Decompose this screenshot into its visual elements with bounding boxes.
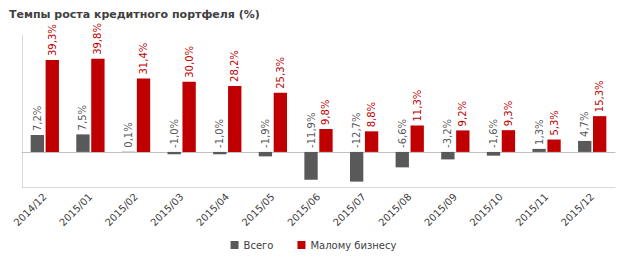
svg-text:2015/02: 2015/02 — [103, 191, 140, 228]
svg-text:-11,9%: -11,9% — [306, 113, 317, 148]
svg-text:2015/08: 2015/08 — [377, 191, 414, 228]
svg-text:2015/07: 2015/07 — [331, 191, 368, 228]
svg-text:39,8%: 39,8% — [92, 23, 103, 55]
svg-text:-3,2%: -3,2% — [442, 119, 453, 148]
svg-text:1,3%: 1,3% — [534, 119, 545, 144]
svg-text:8,8%: 8,8% — [366, 102, 377, 127]
svg-text:Темпы роста кредитного портфел: Темпы роста кредитного портфеля (%) — [9, 8, 260, 21]
svg-text:2014/12: 2014/12 — [12, 191, 49, 228]
svg-text:31,4%: 31,4% — [138, 43, 149, 75]
svg-text:0,1%: 0,1% — [123, 122, 134, 147]
svg-text:-1,0%: -1,0% — [214, 119, 225, 148]
svg-text:2015/09: 2015/09 — [422, 191, 459, 228]
svg-text:9,8%: 9,8% — [320, 100, 331, 125]
svg-text:2015/04: 2015/04 — [194, 191, 231, 228]
svg-text:30,0%: 30,0% — [184, 46, 195, 78]
svg-text:7,5%: 7,5% — [77, 105, 88, 130]
svg-text:-1,9%: -1,9% — [260, 119, 271, 148]
svg-text:39,3%: 39,3% — [47, 24, 58, 56]
svg-text:11,3%: 11,3% — [412, 90, 423, 122]
svg-text:2015/01: 2015/01 — [57, 191, 94, 228]
svg-text:2015/11: 2015/11 — [513, 191, 550, 228]
svg-text:4,7%: 4,7% — [579, 112, 590, 137]
svg-text:2015/10: 2015/10 — [468, 191, 505, 228]
svg-text:15,3%: 15,3% — [594, 80, 605, 112]
svg-text:7,2%: 7,2% — [32, 106, 43, 131]
svg-text:-12,7%: -12,7% — [351, 113, 362, 148]
svg-text:28,2%: 28,2% — [229, 50, 240, 82]
svg-text:9,2%: 9,2% — [457, 101, 468, 126]
svg-text:-6,6%: -6,6% — [397, 119, 408, 148]
svg-text:9,3%: 9,3% — [503, 101, 514, 126]
svg-text:2015/12: 2015/12 — [559, 191, 596, 228]
svg-text:Малому бизнесу: Малому бизнесу — [310, 240, 396, 251]
svg-text:5,3%: 5,3% — [549, 110, 560, 135]
svg-text:25,3%: 25,3% — [275, 57, 286, 89]
svg-text:2015/05: 2015/05 — [240, 191, 277, 228]
svg-text:-1,6%: -1,6% — [488, 119, 499, 148]
svg-text:-1,0%: -1,0% — [169, 119, 180, 148]
svg-text:Всего: Всего — [244, 240, 274, 251]
svg-text:2015/03: 2015/03 — [148, 191, 185, 228]
svg-text:2015/06: 2015/06 — [285, 191, 322, 228]
